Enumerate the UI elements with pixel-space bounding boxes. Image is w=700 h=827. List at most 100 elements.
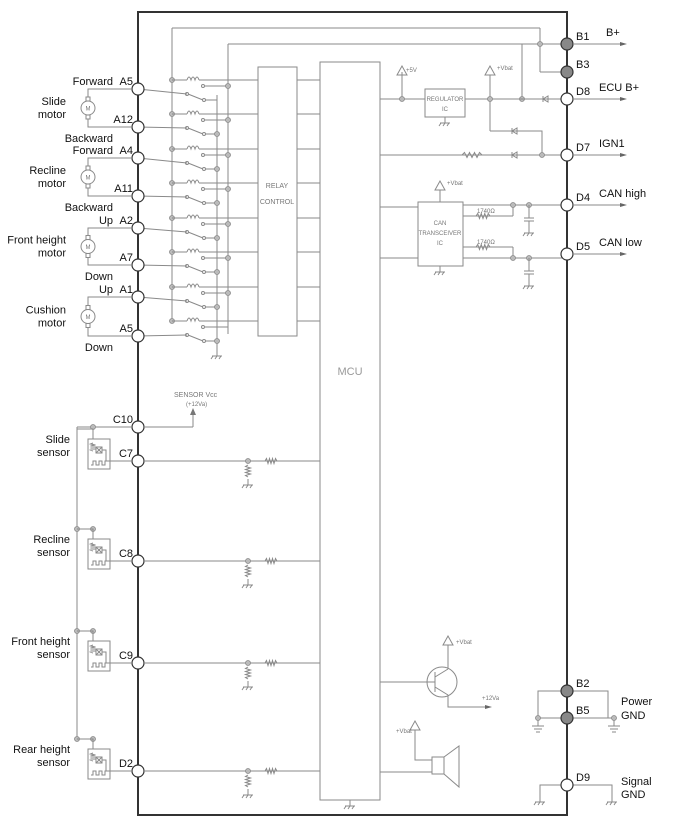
ground-icon [245,686,249,691]
relay-switch-icon [187,334,204,342]
wire [87,187,132,197]
ground-icon [245,584,249,589]
ground-icon [526,232,530,237]
junction-dot [225,152,231,158]
wire [539,784,613,796]
motor-pin-wire [137,334,188,337]
ground-icon [537,801,541,806]
relay-switch-icon [187,162,204,170]
hall-element [95,446,103,454]
vbat-label: +Vbat [497,66,513,72]
wire [87,296,132,307]
connector-pin-c9 [131,656,145,670]
ground-icon [249,686,253,691]
junction-dot [214,304,220,310]
ground-icon [522,232,526,237]
resistor-icon [461,151,483,159]
connector-pin-a11 [131,189,145,203]
diode-icon [511,127,518,135]
terminal-label: IGN1 [599,138,625,150]
relay-contact [201,291,205,295]
motor-pin-wire [137,157,188,164]
connector-pin-a5 [131,329,145,343]
motor-name: motor [38,318,66,330]
motor-direction-label: Backward [65,202,113,214]
junction-dot [245,768,251,774]
pin-label: D4 [576,192,590,204]
resistor-icon [243,666,253,680]
ground-icon [438,122,442,127]
speaker-icon [443,745,460,789]
pin-label: A1 [120,284,133,296]
ground-icon [347,805,351,810]
terminal-label: B+ [606,27,620,39]
relay-coil-icon [186,283,200,289]
vbat-label: +Vbat [396,729,412,735]
junction-dot [487,96,493,102]
ground-icon [245,794,249,799]
relay-contact [201,222,205,226]
sensor-vcc-label: SENSOR Vcc [174,392,218,399]
pin-label: C7 [119,448,133,460]
pin-label: D7 [576,142,590,154]
ground-icon [530,285,534,290]
motor-name: motor [38,109,66,121]
vbat-label: +Vbat [456,640,472,646]
connector-pin-b5 [560,711,574,725]
connector-pin-a7 [131,258,145,272]
resistor-icon [243,464,253,478]
arrow-icon [620,42,627,46]
resistor-icon [264,766,278,776]
power-gnd-label: Power [621,696,653,708]
arrow-icon [620,153,627,157]
vbat-icon [442,634,454,646]
pin-label: A12 [113,114,133,126]
signal-gnd-label: GND [621,789,646,801]
junction-dot [399,96,405,102]
diode-icon [511,151,518,159]
junction-dot [535,715,541,721]
resistor-icon [88,752,96,762]
wire [537,690,609,718]
sensor-name: Rear height [13,744,70,756]
wire [91,662,107,668]
relay-switch-icon [187,231,204,239]
junction-dot [245,558,251,564]
pin-label: D8 [576,86,590,98]
motor-name: Recline [29,165,66,177]
pin-label: A4 [120,145,133,157]
junction-dot [611,715,617,721]
ground-icon [437,271,441,276]
motor-name: motor [38,178,66,190]
ground-icon [210,355,214,360]
pin-label: B3 [576,59,589,71]
ground-icon [433,271,437,276]
ground-icon [522,285,526,290]
junction-dot [510,202,516,208]
resistor-icon [243,774,253,788]
ground-icon [249,484,253,489]
relay-contact [201,153,205,157]
connector-pin-a12 [131,120,145,134]
connector-pin-d8 [560,92,574,106]
motor-name: Front height [7,235,66,247]
arrow-icon [620,97,627,101]
connector-pin-d2 [131,764,145,778]
connector-pin-b1 [560,37,574,51]
motor-direction-label: Down [85,342,113,354]
wire [87,256,132,266]
relay-coil-icon [186,76,200,82]
signal-gnd-label: Signal [621,776,652,788]
motor-brush [85,183,91,189]
wire [447,695,485,708]
wire [102,449,132,462]
junction-dot [214,131,220,137]
resistor-icon [264,658,278,668]
connector-pin-a2 [131,221,145,235]
motor-pin-wire [137,264,188,267]
motor-direction-label: Forward [73,76,113,88]
relay-contact [201,84,205,88]
pin-label: C8 [119,548,133,560]
ground-icon [541,801,545,806]
relay-coil-icon [186,179,200,185]
